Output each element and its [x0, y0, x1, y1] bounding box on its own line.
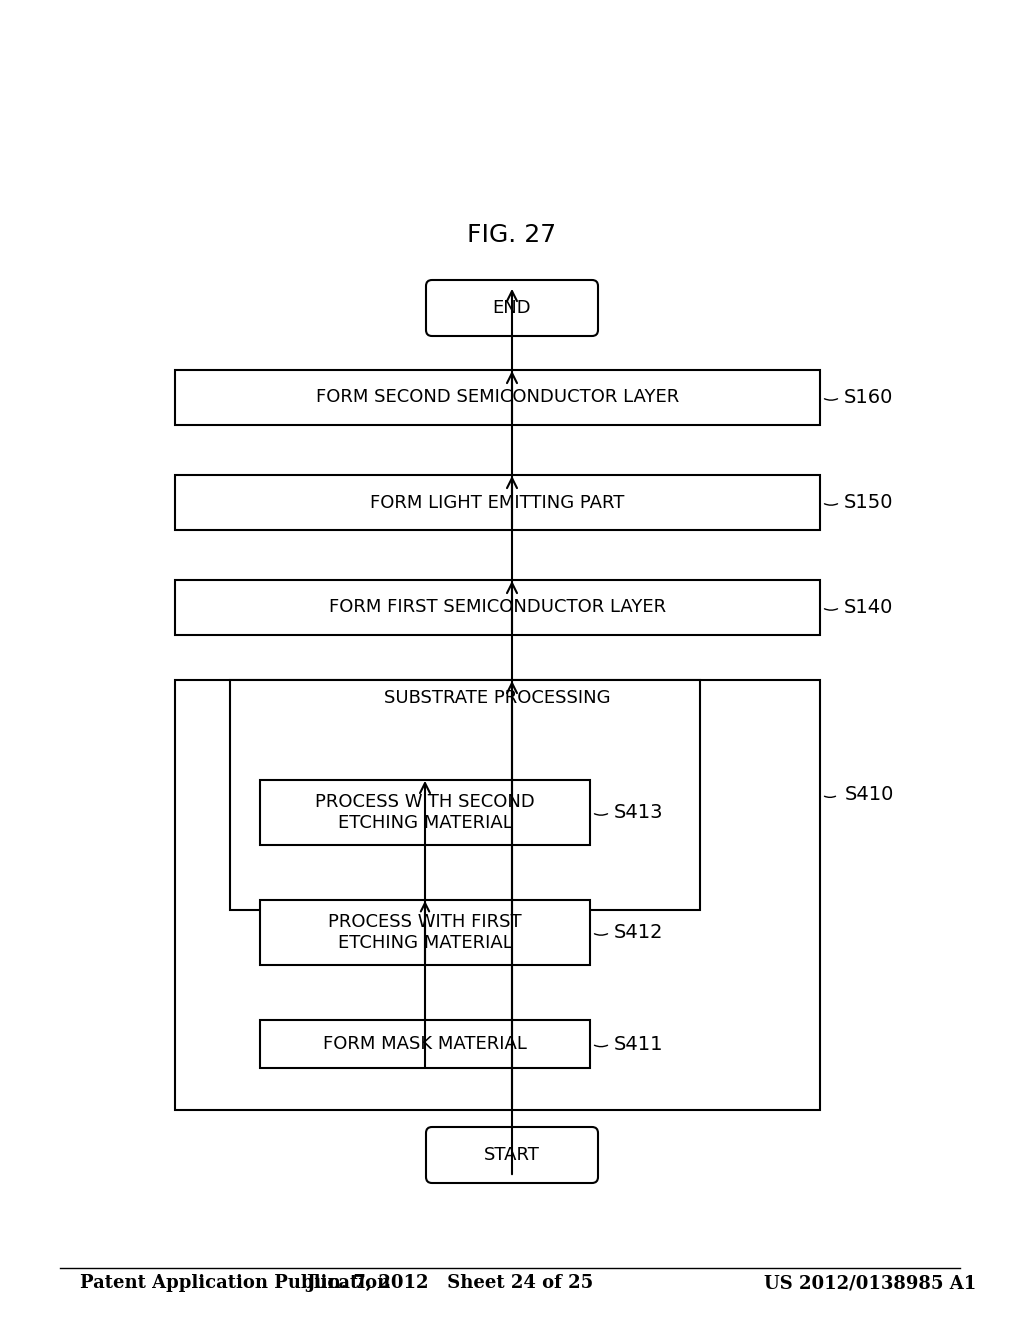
Text: US 2012/0138985 A1: US 2012/0138985 A1: [764, 1274, 976, 1292]
Bar: [260, 900, 590, 965]
Bar: [175, 680, 820, 1110]
Text: S412: S412: [614, 923, 664, 942]
Text: SUBSTRATE PROCESSING: SUBSTRATE PROCESSING: [384, 689, 610, 708]
Text: FORM FIRST SEMICONDUCTOR LAYER: FORM FIRST SEMICONDUCTOR LAYER: [329, 598, 666, 616]
FancyBboxPatch shape: [426, 280, 598, 337]
Text: S413: S413: [614, 803, 664, 822]
Text: PROCESS WITH SECOND
ETCHING MATERIAL: PROCESS WITH SECOND ETCHING MATERIAL: [315, 793, 535, 832]
Text: S411: S411: [614, 1035, 664, 1053]
Text: S140: S140: [844, 598, 893, 616]
Bar: [260, 1020, 590, 1068]
Text: START: START: [484, 1146, 540, 1164]
Text: FORM SECOND SEMICONDUCTOR LAYER: FORM SECOND SEMICONDUCTOR LAYER: [315, 388, 679, 407]
Text: END: END: [493, 300, 531, 317]
Bar: [260, 780, 590, 845]
Text: FIG. 27: FIG. 27: [467, 223, 557, 247]
Text: S160: S160: [844, 388, 893, 407]
Text: Patent Application Publication: Patent Application Publication: [80, 1274, 390, 1292]
Text: S410: S410: [845, 785, 894, 804]
Bar: [230, 680, 700, 909]
Text: PROCESS WITH FIRST
ETCHING MATERIAL: PROCESS WITH FIRST ETCHING MATERIAL: [328, 913, 522, 952]
FancyBboxPatch shape: [426, 1127, 598, 1183]
Bar: [175, 370, 820, 425]
Text: S150: S150: [844, 492, 894, 512]
Bar: [175, 579, 820, 635]
Text: FORM LIGHT EMITTING PART: FORM LIGHT EMITTING PART: [371, 494, 625, 511]
Text: FORM MASK MATERIAL: FORM MASK MATERIAL: [323, 1035, 527, 1053]
Text: Jun. 7, 2012   Sheet 24 of 25: Jun. 7, 2012 Sheet 24 of 25: [306, 1274, 594, 1292]
Bar: [175, 475, 820, 531]
